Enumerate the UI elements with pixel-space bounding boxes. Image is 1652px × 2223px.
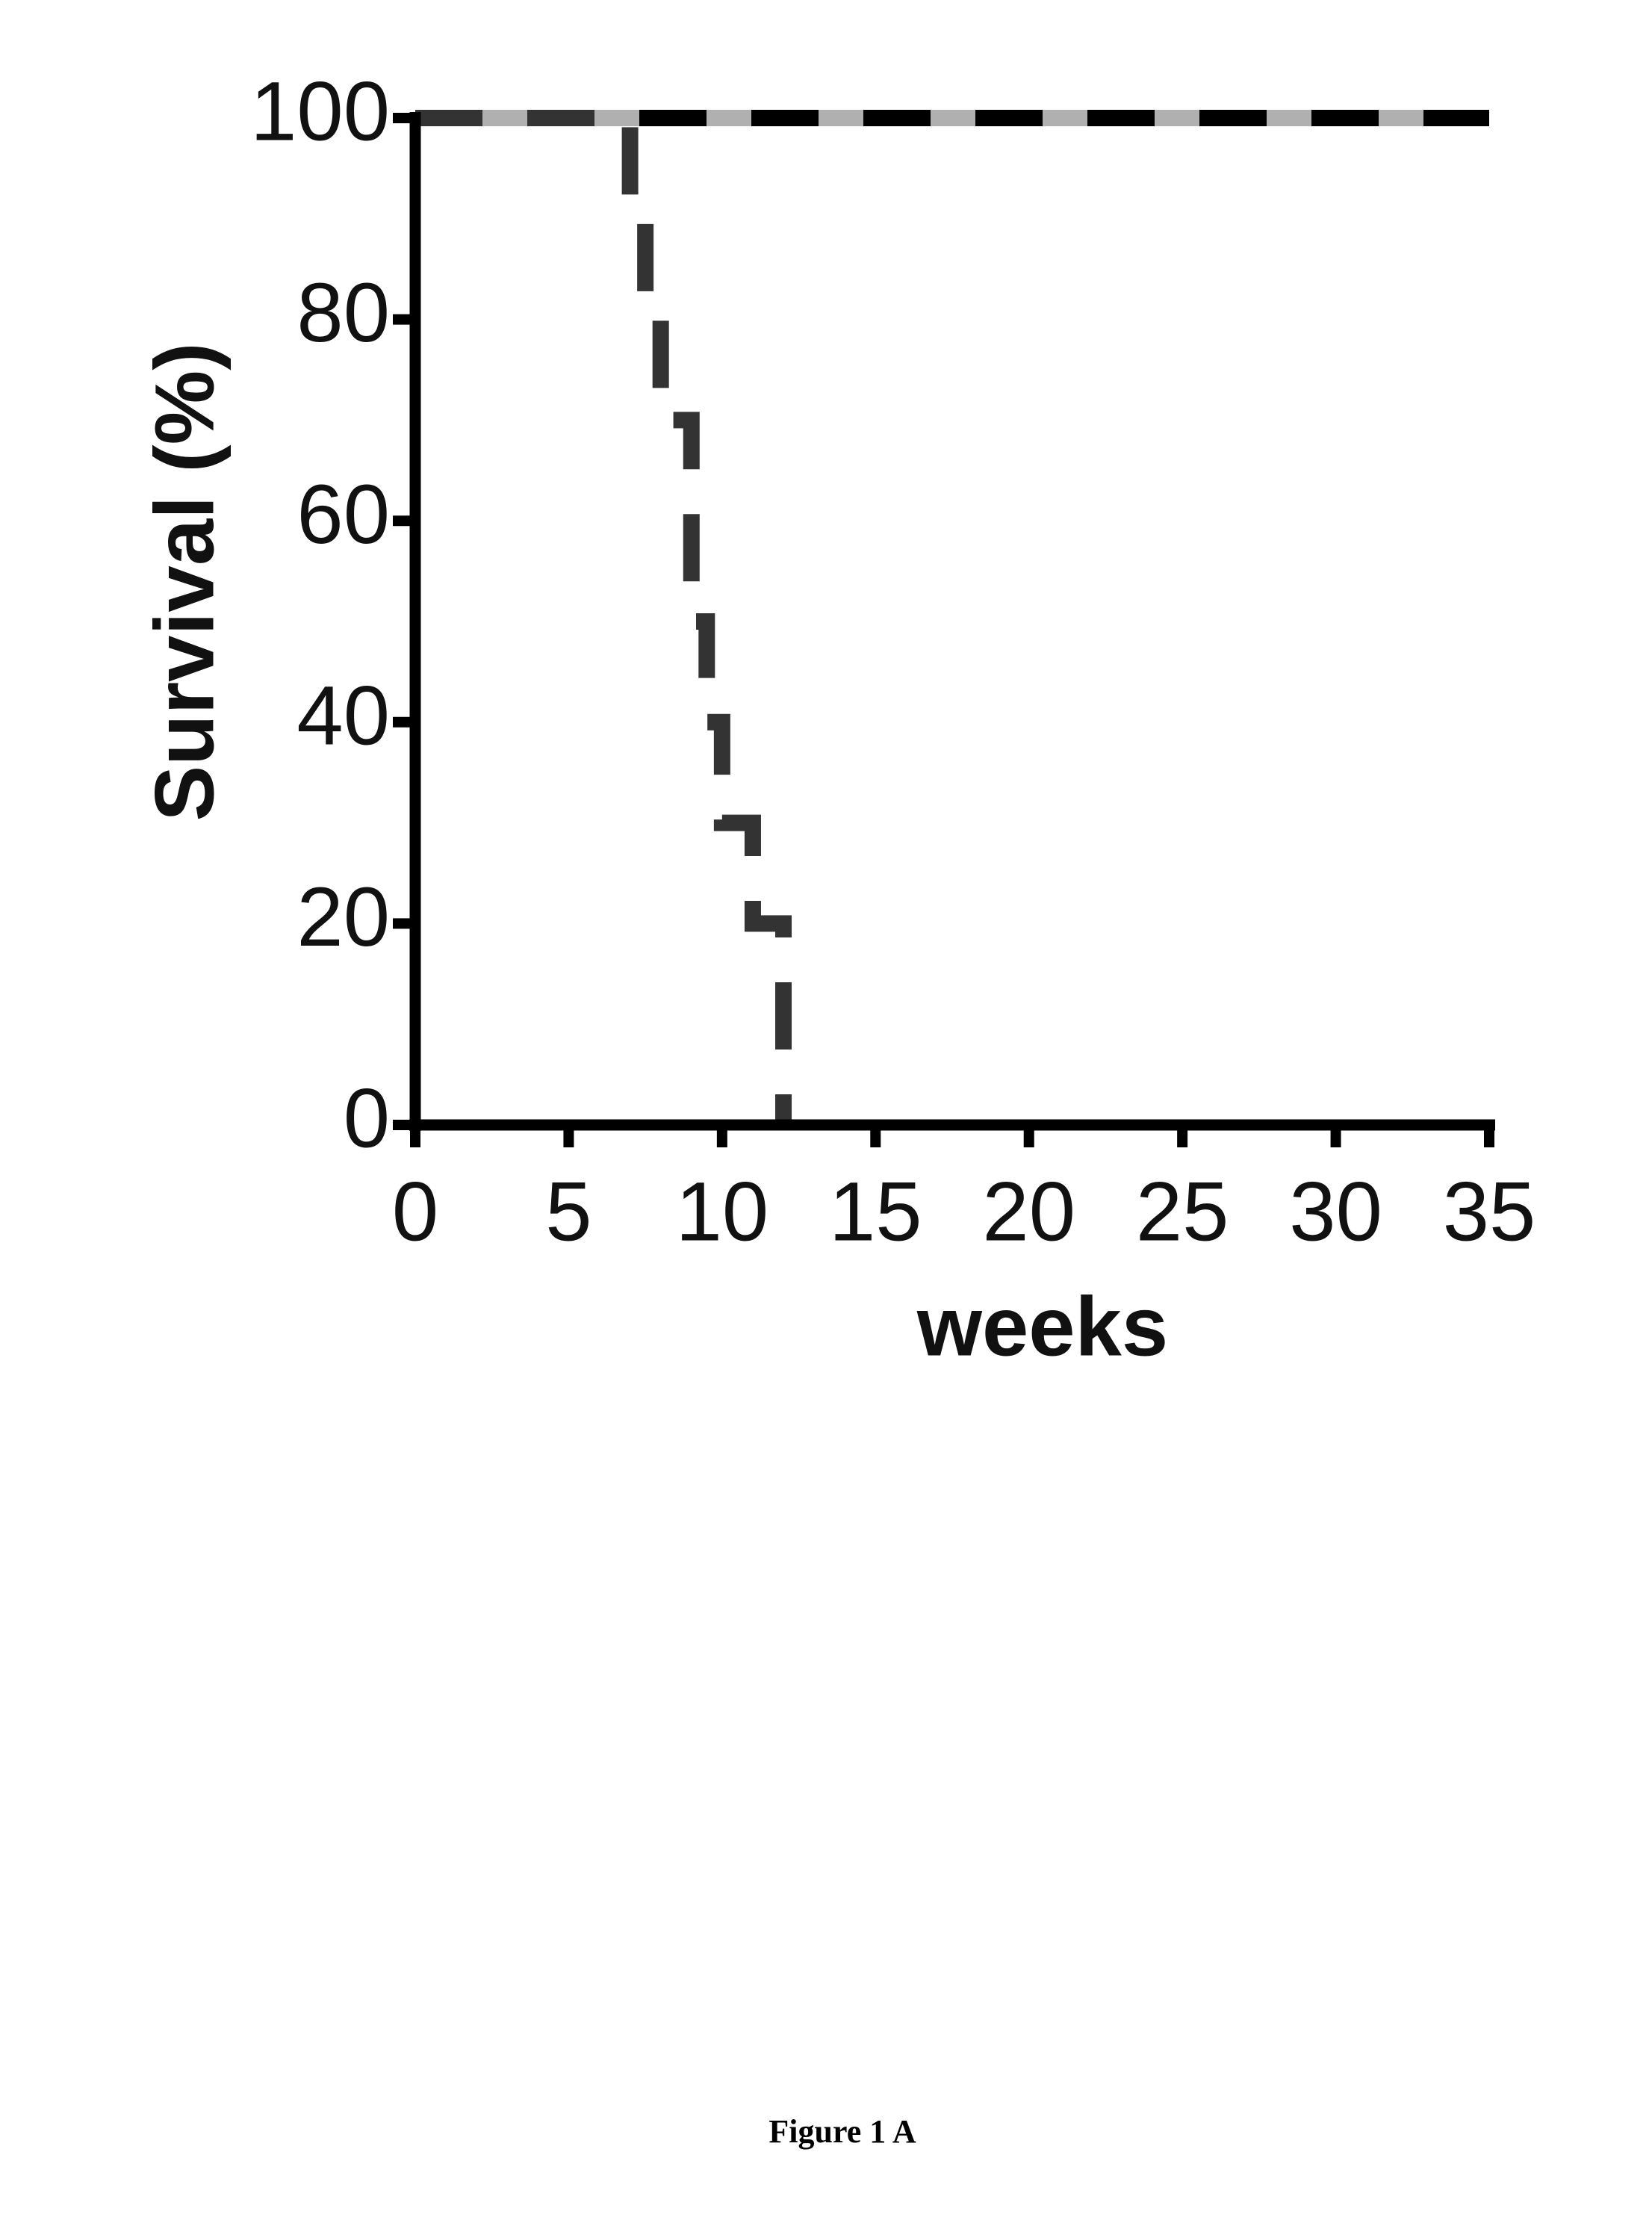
- x-tick-label: 30: [1289, 1165, 1382, 1259]
- y-tick-label: 80: [296, 266, 390, 359]
- y-tick-label: 20: [296, 870, 390, 964]
- y-tick-label: 0: [344, 1072, 390, 1165]
- y-tick-label: 40: [296, 669, 390, 762]
- x-tick-label: 10: [676, 1165, 769, 1259]
- y-tick-label: 60: [296, 468, 390, 561]
- x-tick-label: 25: [1136, 1165, 1229, 1259]
- x-tick-label: 5: [545, 1165, 591, 1259]
- survival-curve: [415, 118, 783, 1125]
- x-tick-label: 35: [1443, 1165, 1536, 1259]
- chart: weeks Survival (%) Figure 1 A 0 20 40 60 80 1…: [0, 0, 1652, 2223]
- x-axis-title: weeks: [916, 1280, 1168, 1374]
- y-axis-title: Survival (%): [138, 342, 232, 821]
- y-tick-label: 100: [250, 65, 390, 158]
- x-tick-label: 15: [829, 1165, 922, 1259]
- figure-caption: Figure 1 A: [768, 2113, 916, 2150]
- x-tick-label: 20: [982, 1165, 1075, 1259]
- x-tick-label: 0: [392, 1165, 438, 1259]
